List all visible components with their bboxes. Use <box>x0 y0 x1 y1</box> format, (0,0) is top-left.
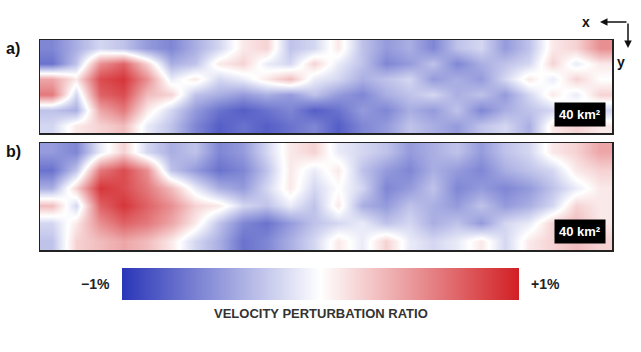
svg-text:x: x <box>582 14 590 30</box>
svg-text:y: y <box>617 54 625 70</box>
svg-text:b): b) <box>6 143 21 160</box>
svg-text:−1%: −1% <box>81 276 110 292</box>
svg-text:VELOCITY PERTURBATION RATIO: VELOCITY PERTURBATION RATIO <box>214 306 428 321</box>
svg-text:40 km²: 40 km² <box>559 224 601 239</box>
svg-text:40 km²: 40 km² <box>559 107 601 122</box>
svg-text:+1%: +1% <box>531 276 560 292</box>
svg-text:a): a) <box>6 40 20 57</box>
